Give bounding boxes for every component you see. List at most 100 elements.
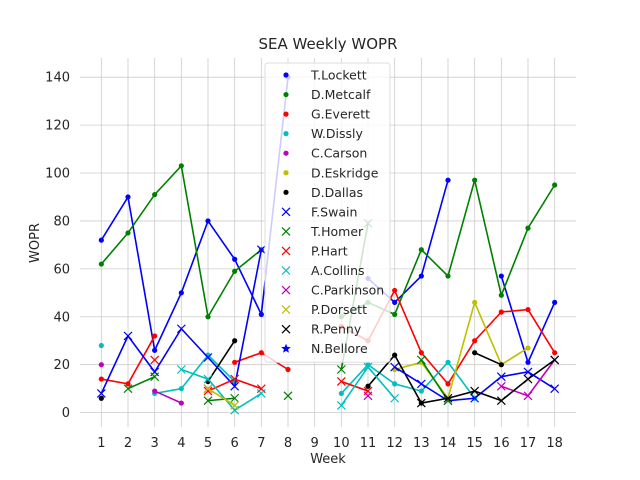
data-point-d-metcalf: [418, 247, 424, 253]
legend-marker-r-penny: [281, 324, 291, 334]
data-point-w-dissly: [445, 359, 451, 365]
legend-marker-d-metcalf: [283, 91, 289, 98]
x-tick-label: 5: [204, 436, 212, 451]
legend-item-d-dallas: D.Dallas: [283, 185, 363, 200]
legend-item-n-bellore: N.Bellore: [281, 341, 368, 356]
data-point-g-everett: [552, 350, 558, 356]
legend-marker-w-dissly: [283, 131, 289, 137]
legend-item-d-eskridge: D.Eskridge: [283, 165, 379, 180]
data-point-p-hart: [150, 355, 160, 365]
data-point-d-metcalf: [498, 292, 504, 298]
y-tick-label: 40: [53, 310, 70, 325]
legend-label-g-everett: G.Everett: [311, 107, 370, 122]
data-point-g-everett: [258, 350, 264, 356]
y-tick-label: 120: [45, 119, 70, 134]
data-point-c-parkinson: [496, 381, 506, 391]
legend-marker-n-bellore: [281, 343, 291, 353]
data-point-c-parkinson: [363, 391, 373, 401]
legend-marker-f-swain: [281, 207, 291, 217]
legend-label-a-collins: A.Collins: [311, 263, 365, 278]
x-tick-label: 11: [360, 436, 377, 451]
data-point-d-dallas: [98, 395, 104, 401]
legend-marker-a-collins: [281, 266, 291, 275]
data-point-r-penny: [470, 386, 480, 396]
y-tick-label: 20: [53, 358, 70, 373]
chart-title: SEA Weekly WOPR: [258, 35, 397, 53]
data-point-f-swain: [416, 379, 426, 389]
legend-label-r-penny: R.Penny: [311, 322, 362, 337]
x-tick-label: 2: [124, 436, 132, 451]
series-p-dorsett: [203, 384, 240, 410]
data-point-f-swain: [230, 381, 240, 391]
data-point-c-carson: [98, 362, 104, 368]
legend-label-c-carson: C.Carson: [311, 146, 367, 161]
legend-item-a-collins: A.Collins: [281, 263, 365, 278]
data-point-t-homer: [283, 391, 293, 401]
data-point-d-metcalf: [178, 163, 184, 169]
data-point-d-metcalf: [445, 273, 451, 279]
data-point-r-penny: [550, 355, 560, 365]
legend-marker-c-parkinson: [281, 285, 291, 295]
series-line-t-homer: [127, 375, 155, 390]
data-point-w-dissly: [418, 388, 424, 394]
data-point-f-swain: [123, 331, 133, 341]
legend-item-t-homer: T.Homer: [281, 224, 364, 239]
data-point-d-metcalf: [232, 268, 238, 274]
series-a-collins: [176, 362, 400, 415]
data-point-t-homer: [416, 355, 426, 365]
data-point-t-lockett: [498, 273, 504, 279]
data-point-d-metcalf: [392, 311, 398, 317]
data-point-g-everett: [285, 366, 291, 373]
legend-box: [264, 62, 391, 363]
series-line-a-collins: [181, 368, 262, 412]
series-line-w-dissly: [154, 353, 236, 395]
data-point-d-metcalf: [472, 177, 478, 183]
data-point-t-lockett: [98, 237, 104, 243]
data-point-f-swain: [470, 393, 480, 403]
series-r-penny: [416, 355, 560, 408]
y-tick-label: 0: [62, 406, 70, 421]
data-point-p-dorsett: [203, 384, 213, 394]
data-point-a-collins: [203, 374, 213, 384]
data-point-d-dallas: [392, 352, 398, 358]
x-tick-label: 17: [520, 436, 537, 451]
data-point-a-collins: [363, 362, 373, 372]
data-point-g-everett: [472, 338, 478, 344]
data-point-a-collins: [336, 401, 346, 410]
data-point-f-swain: [550, 384, 560, 394]
data-point-d-metcalf: [552, 182, 558, 188]
data-point-g-everett: [418, 350, 424, 356]
data-point-t-lockett: [178, 290, 184, 296]
legend-item-d-metcalf: D.Metcalf: [283, 87, 371, 102]
legend-label-d-metcalf: D.Metcalf: [311, 87, 371, 102]
legend-label-f-swain: F.Swain: [311, 204, 357, 219]
series-line-r-penny: [421, 359, 556, 404]
data-point-a-collins: [256, 389, 266, 398]
x-tick-label: 1: [97, 436, 105, 451]
y-axis-label: WOPR: [28, 223, 43, 263]
series-layer: [96, 74, 560, 415]
x-tick-label: 8: [284, 436, 292, 451]
legend-item-g-everett: G.Everett: [283, 107, 370, 122]
x-tick-label: 13: [413, 436, 430, 451]
series-line-d-dallas: [474, 351, 502, 366]
data-point-d-metcalf: [525, 225, 531, 231]
y-tick-label: 80: [53, 214, 70, 229]
x-tick-label: 10: [333, 436, 350, 451]
data-point-t-lockett: [525, 359, 531, 365]
data-point-d-metcalf: [98, 261, 104, 267]
data-point-r-penny: [496, 396, 506, 406]
data-point-g-everett: [125, 381, 131, 387]
data-point-d-dallas: [365, 383, 371, 389]
series-line-p-dorsett: [207, 387, 236, 407]
legend-label-p-hart: P.Hart: [311, 243, 348, 258]
legend-label-w-dissly: W.Dissly: [311, 126, 363, 141]
series-line-t-homer: [420, 359, 449, 402]
legend-marker-p-dorsett: [281, 305, 291, 315]
data-point-d-metcalf: [125, 230, 131, 236]
data-point-t-homer: [150, 372, 160, 382]
data-point-d-dallas: [498, 362, 504, 368]
series-c-carson: [98, 362, 184, 406]
data-point-f-swain: [176, 324, 186, 334]
